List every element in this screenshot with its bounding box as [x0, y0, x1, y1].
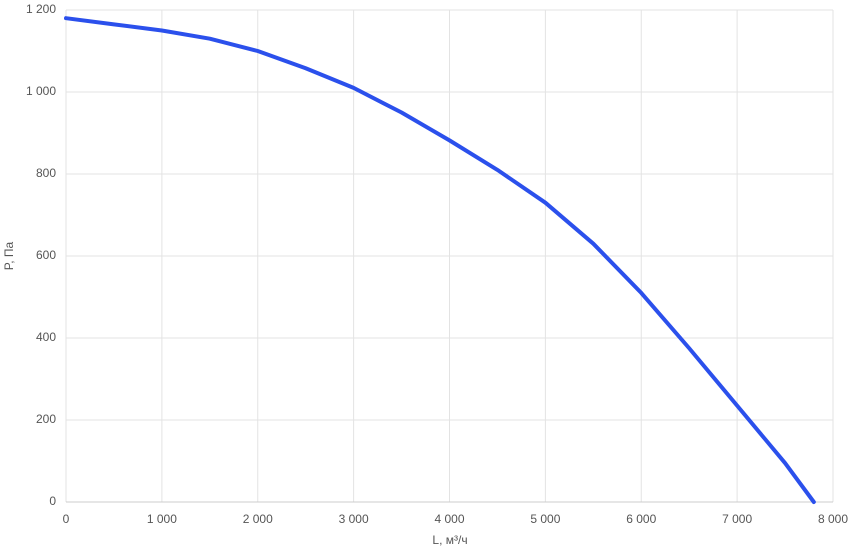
x-axis-title: L, м³/ч — [432, 533, 467, 547]
x-tick-label: 4 000 — [434, 512, 464, 526]
data-line — [64, 16, 816, 504]
x-tick-label: 0 — [63, 512, 70, 526]
y-axis-title: P, Па — [2, 241, 16, 270]
x-tick-label: 6 000 — [626, 512, 656, 526]
x-tick-label: 5 000 — [530, 512, 560, 526]
x-tick-label: 1 000 — [147, 512, 177, 526]
x-tick-label: 8 000 — [818, 512, 848, 526]
y-tick-label: 400 — [36, 330, 56, 344]
y-tick-label: 600 — [36, 248, 56, 262]
y-tick-label: 1 000 — [26, 84, 56, 98]
y-tick-label: 200 — [36, 412, 56, 426]
x-tick-label: 2 000 — [243, 512, 273, 526]
x-tick-label: 3 000 — [339, 512, 369, 526]
y-tick-label: 1 200 — [26, 2, 56, 16]
x-tick-label: 7 000 — [722, 512, 752, 526]
y-tick-label: 800 — [36, 166, 56, 180]
y-tick-label: 0 — [49, 494, 56, 508]
